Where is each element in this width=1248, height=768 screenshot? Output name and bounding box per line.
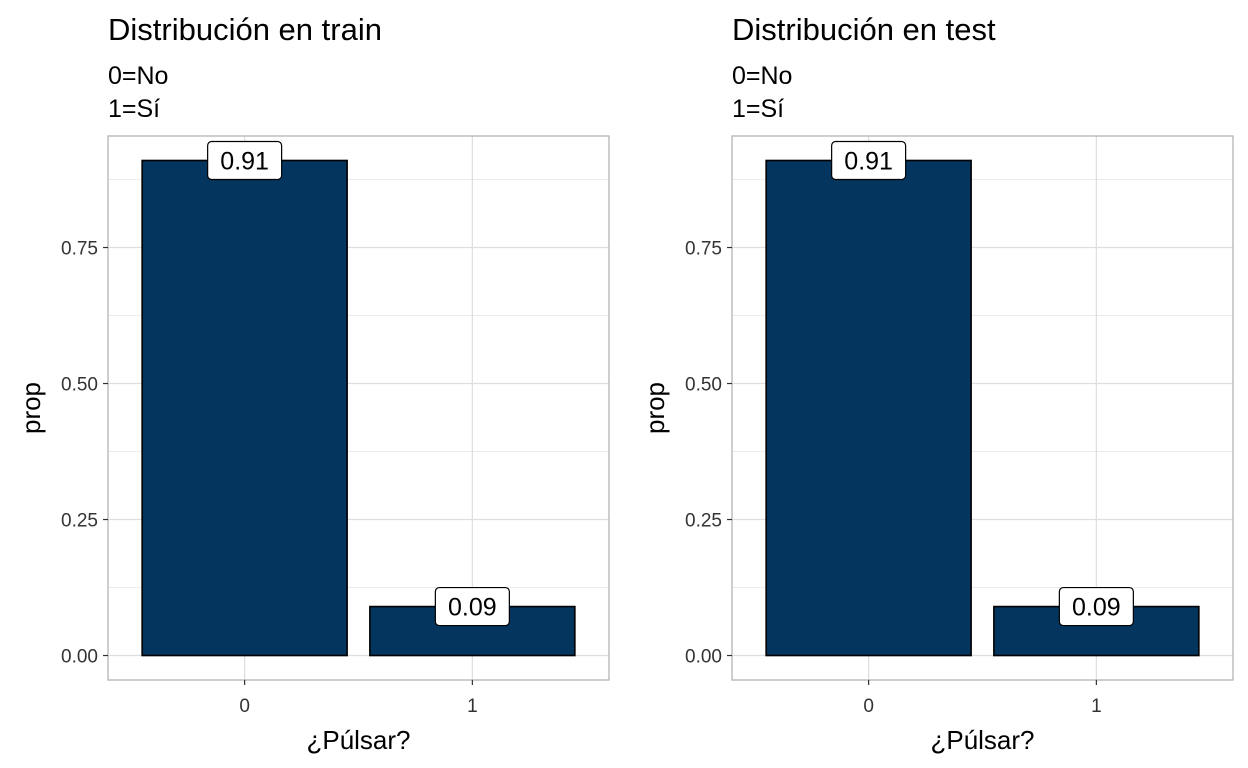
x-axis-title: ¿Púlsar? — [930, 725, 1034, 755]
y-tick-label: 0.75 — [61, 239, 98, 260]
chart-title: Distribución en test — [732, 12, 996, 47]
data-label: 0.91 — [220, 147, 269, 175]
chart-subtitle-line: 1=Sí — [732, 95, 784, 123]
chart-subtitle-line: 1=Sí — [108, 95, 160, 123]
data-label-box — [207, 140, 283, 181]
y-axis-title: prop — [640, 382, 670, 434]
y-tick-label: 0.25 — [685, 511, 722, 532]
data-label-box — [434, 586, 510, 627]
data-label: 0.09 — [448, 594, 497, 622]
x-axis-title: ¿Púlsar? — [306, 725, 410, 755]
y-tick-label: 0.50 — [61, 375, 98, 396]
panel-border — [731, 135, 1234, 681]
y-tick-label: 0.00 — [61, 647, 98, 668]
x-tick-label: 0 — [239, 696, 250, 717]
y-tick-label: 0.75 — [685, 239, 722, 260]
data-label-box — [831, 140, 907, 181]
x-tick-label: 1 — [1091, 696, 1102, 717]
y-axis-title: prop — [16, 382, 46, 434]
x-tick-label: 1 — [467, 696, 478, 717]
y-tick-label: 0.00 — [685, 647, 722, 668]
bar-0 — [141, 159, 348, 657]
chart-panel-2: Distribución en test 0=No 1=Sí 0.91 0.09 0.00… — [640, 12, 1234, 755]
y-tick-label: 0.25 — [61, 511, 98, 532]
chart-panel-1: Distribución en train 0=No 1=Sí 0.91 0.09 0.0… — [16, 12, 610, 755]
data-label-box — [1058, 586, 1134, 627]
x-tick-label: 0 — [863, 696, 874, 717]
chart-subtitle-line: 0=No — [732, 62, 792, 90]
data-label: 0.09 — [1072, 594, 1121, 622]
data-label: 0.91 — [844, 147, 893, 175]
y-tick-label: 0.50 — [685, 375, 722, 396]
chart-subtitle-line: 0=No — [108, 62, 168, 90]
chart-title: Distribución en train — [108, 12, 382, 47]
bar-0 — [765, 159, 972, 657]
panel-border — [107, 135, 610, 681]
